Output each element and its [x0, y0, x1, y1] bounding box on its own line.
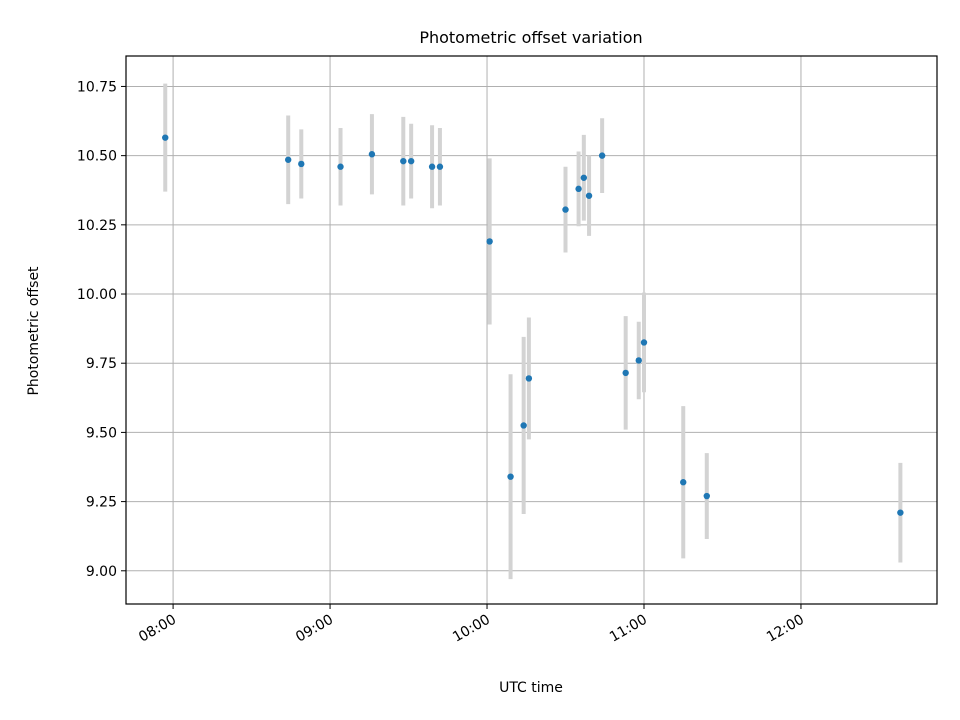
x-axis-label: UTC time	[499, 680, 563, 696]
x-tick-label: 08:00	[136, 612, 179, 646]
x-axis-ticks: 08:00 09:00 10:00 11:00 12:00	[136, 604, 807, 646]
data-point	[436, 163, 444, 170]
data-point	[162, 134, 169, 141]
data-point	[486, 238, 493, 245]
y-tick-label: 9.25	[86, 495, 117, 511]
data-point	[368, 151, 376, 158]
data-point	[525, 375, 533, 382]
y-tick-label: 10.25	[77, 218, 117, 234]
data-point	[703, 492, 710, 500]
data-point	[520, 422, 527, 429]
data-point	[622, 369, 629, 377]
data-point	[562, 206, 569, 213]
data-point	[428, 163, 436, 170]
y-tick-label: 10.00	[77, 287, 117, 303]
chart-title: Photometric offset variation	[419, 28, 642, 47]
data-point	[635, 357, 642, 364]
data-point	[285, 156, 292, 163]
data-point	[640, 339, 648, 346]
y-axis-ticks: 9.00 9.25 9.50 9.75 10.00 10.25 10.50 10.75	[77, 79, 126, 580]
x-tick-label: 10:00	[450, 612, 493, 646]
data-point	[575, 185, 582, 193]
data-point	[585, 192, 593, 199]
data-point	[337, 163, 344, 170]
error-bars	[163, 83, 903, 580]
plot-frame	[125, 55, 938, 605]
x-tick-label: 11:00	[607, 612, 650, 646]
x-tick-label: 09:00	[293, 612, 336, 646]
data-point	[507, 473, 514, 480]
grid	[126, 56, 937, 604]
y-tick-label: 9.00	[86, 564, 117, 580]
y-axis-label: Photometric offset	[26, 266, 42, 396]
data-point	[680, 479, 687, 486]
data-point	[897, 509, 904, 516]
data-point	[598, 152, 606, 159]
data-point	[400, 157, 407, 165]
data-point	[407, 157, 415, 165]
data-points	[162, 134, 904, 516]
data-point	[580, 174, 588, 181]
y-tick-label: 10.75	[77, 79, 117, 95]
x-tick-label: 12:00	[764, 612, 807, 646]
data-point	[298, 160, 305, 168]
y-tick-label: 9.50	[86, 425, 117, 441]
y-tick-label: 9.75	[86, 356, 117, 372]
y-tick-label: 10.50	[77, 149, 117, 165]
